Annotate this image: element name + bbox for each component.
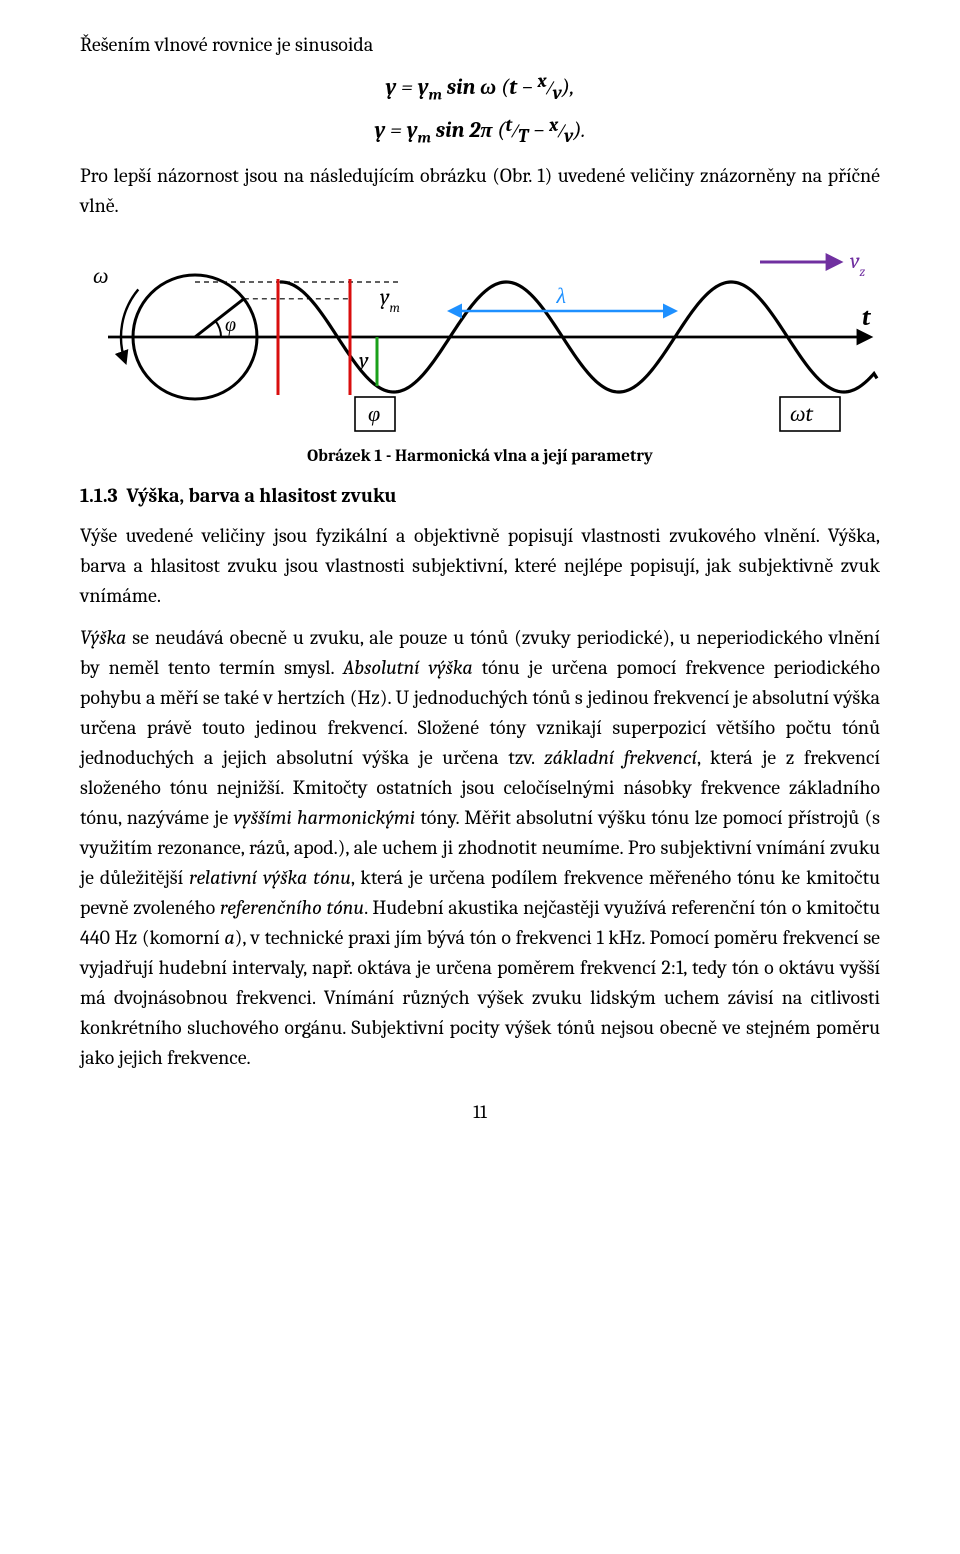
svg-text:vz: vz [850,248,865,280]
svg-text:ym: ym [380,284,400,316]
svg-text:ωt: ωt [790,401,814,427]
figure-caption: Obrázek 1 - Harmonická vlna a její param… [80,447,880,466]
body-p2: Výška se neudává obecně u zvuku, ale pou… [80,623,880,1073]
svg-text:φ: φ [225,313,236,336]
page: Řešením vlnové rovnice je sinusoida y = … [0,0,960,1163]
svg-text:φ: φ [368,401,380,427]
wave-diagram: ω φ y ym λ vz t φ ωt [80,237,880,437]
figure-1: ω φ y ym λ vz t φ ωt [80,237,880,437]
equation-1: y = ym sin ω (t − x⁄v), [80,74,880,103]
section-number: 1.1.3 [80,484,118,507]
equation-2: y = ym sin 2π (t⁄T − x⁄v). [80,117,880,146]
svg-text:t: t [862,303,872,331]
svg-text:ω: ω [93,263,109,289]
body-p1: Výše uvedené veličiny jsou fyzikální a o… [80,521,880,611]
page-number: 11 [80,1101,880,1123]
section-title: Výška, barva a hlasitost zvuku [127,484,397,507]
svg-text:λ: λ [556,283,567,309]
para-2: Pro lepší názornost jsou na následujícím… [80,161,880,221]
intro-line: Řešením vlnové rovnice je sinusoida [80,30,880,60]
section-heading: 1.1.3 Výška, barva a hlasitost zvuku [80,484,880,507]
svg-text:y: y [359,347,369,373]
